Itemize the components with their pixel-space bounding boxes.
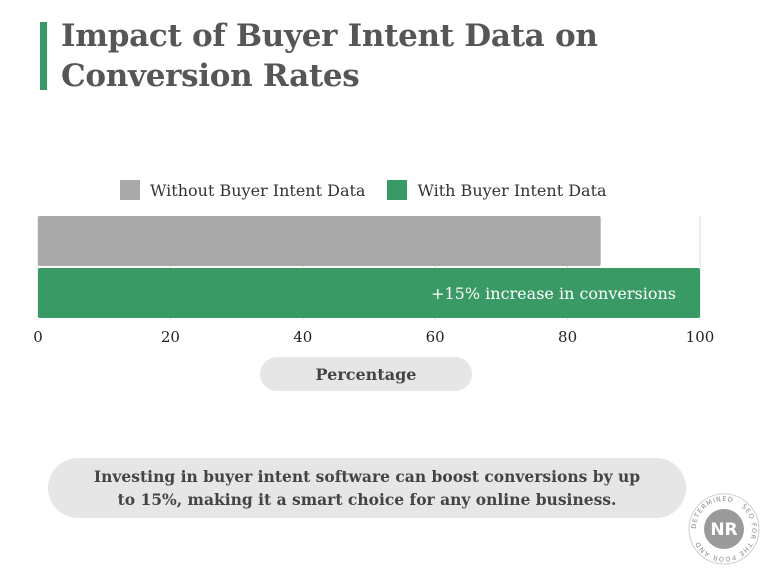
x-tick-label: 100: [686, 328, 715, 346]
x-tick-label: 80: [558, 328, 577, 346]
title-accent-bar: [40, 22, 47, 90]
bar-without-buyer-intent: [38, 216, 601, 266]
x-tick-label: 60: [426, 328, 445, 346]
legend-label-with: With Buyer Intent Data: [417, 180, 607, 200]
conclusion-note: Investing in buyer intent software can b…: [48, 458, 686, 518]
legend-label-without: Without Buyer Intent Data: [150, 180, 366, 200]
svg-text:NR: NR: [710, 520, 737, 540]
x-tick-label: 40: [293, 328, 312, 346]
bar-data-label: +15% increase in conversions: [431, 284, 676, 303]
page-title: Impact of Buyer Intent Data on Conversio…: [61, 18, 598, 94]
chart-legend: Without Buyer Intent Data With Buyer Int…: [120, 178, 629, 202]
x-axis-label: Percentage: [260, 357, 472, 391]
legend-item-without: Without Buyer Intent Data: [120, 180, 365, 200]
legend-item-with: With Buyer Intent Data: [387, 180, 607, 200]
legend-swatch-with: [387, 180, 408, 200]
x-tick-label: 20: [161, 328, 180, 346]
bar-with-buyer-intent: [38, 268, 700, 318]
nr-logo-badge: DETERMINED · SEO FOR THE POOR AND NR: [688, 493, 760, 565]
x-tick-label: 0: [33, 328, 43, 346]
legend-swatch-without: [120, 180, 140, 200]
